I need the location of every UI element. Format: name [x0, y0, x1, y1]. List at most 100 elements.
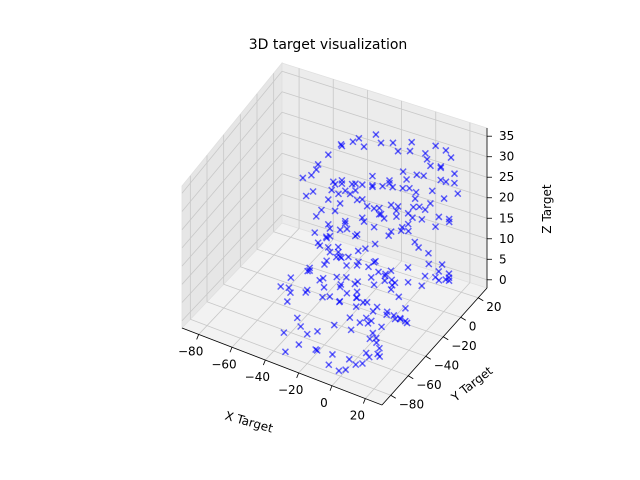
grid-line-z — [181, 194, 283, 303]
data-point-stroke — [391, 279, 399, 287]
data-point-stroke — [304, 267, 312, 275]
data-point — [403, 319, 411, 327]
data-point-stroke — [423, 155, 431, 163]
grid-line-z — [281, 132, 488, 199]
z-axis-label: Z Target — [540, 184, 554, 233]
data-point — [432, 142, 440, 150]
data-point-stroke — [319, 274, 327, 282]
data-point-stroke — [352, 303, 360, 311]
data-point-stroke — [431, 273, 439, 281]
grid-line-x — [365, 282, 471, 399]
data-point — [377, 210, 385, 218]
data-point — [320, 260, 328, 269]
data-point-stroke — [454, 190, 462, 198]
data-point-stroke — [432, 223, 440, 231]
grid-line-z — [181, 132, 283, 249]
data-point-stroke — [297, 322, 305, 331]
data-point-stroke — [387, 285, 395, 294]
x-tick-label: −20 — [278, 383, 303, 397]
data-point — [404, 263, 412, 271]
data-point — [370, 223, 378, 231]
x-tick-label: −60 — [211, 357, 236, 371]
data-point-stroke — [352, 361, 360, 369]
data-point — [348, 180, 356, 188]
y-tick-mark — [390, 394, 396, 399]
data-point-stroke — [450, 170, 459, 178]
data-point-stroke — [360, 143, 368, 151]
data-point-stroke — [295, 341, 303, 349]
grid-line-z — [281, 152, 488, 219]
data-point — [421, 149, 429, 157]
data-point-stroke — [375, 344, 383, 352]
data-point-stroke — [363, 202, 371, 210]
data-point — [347, 326, 355, 334]
data-point-stroke — [354, 247, 362, 255]
grid-line-z — [181, 111, 283, 230]
y-tick-label: 0 — [469, 319, 477, 333]
data-point — [330, 321, 338, 329]
data-point — [399, 168, 407, 176]
data-point-stroke — [320, 283, 328, 291]
data-point-stroke — [403, 319, 411, 327]
data-point-stroke — [415, 203, 423, 211]
data-point-stroke — [394, 202, 402, 210]
data-point — [354, 258, 362, 266]
data-point-stroke — [413, 171, 421, 179]
data-point — [385, 232, 393, 240]
data-point-stroke — [285, 284, 293, 292]
data-point-stroke — [313, 346, 321, 354]
data-point — [360, 143, 368, 151]
data-point — [302, 288, 310, 297]
data-point — [391, 279, 399, 287]
data-point — [326, 293, 334, 301]
data-point-stroke — [390, 311, 398, 319]
data-point — [423, 155, 431, 163]
data-point-stroke — [372, 131, 380, 139]
data-point-stroke — [377, 210, 385, 218]
data-point — [369, 329, 377, 337]
data-point — [371, 257, 380, 265]
grid-line-z — [181, 91, 283, 212]
data-point-stroke — [329, 178, 337, 186]
data-point — [341, 219, 349, 227]
data-point — [387, 228, 395, 236]
data-point-stroke — [334, 243, 342, 251]
data-point-stroke — [343, 289, 351, 297]
data-point — [334, 190, 343, 198]
data-point-stroke — [313, 327, 321, 335]
data-point-stroke — [445, 215, 453, 223]
data-point — [394, 202, 402, 210]
data-point-stroke — [326, 248, 334, 256]
data-point — [299, 174, 307, 182]
data-point-stroke — [437, 176, 445, 184]
data-point-stroke — [404, 227, 412, 235]
data-point — [437, 162, 445, 171]
grid-line-z — [181, 152, 283, 267]
data-point-stroke — [408, 138, 416, 146]
data-point-stroke — [370, 204, 378, 212]
data-point — [408, 138, 416, 146]
data-point-stroke — [341, 187, 349, 195]
data-point-stroke — [392, 207, 400, 215]
data-point-stroke — [356, 319, 364, 327]
data-point — [389, 139, 397, 147]
data-point — [295, 341, 303, 349]
grid-line-x — [265, 249, 368, 361]
data-point — [401, 304, 409, 312]
z-tick-label: 15 — [499, 211, 514, 225]
data-point-stroke — [377, 139, 385, 147]
data-point-stroke — [380, 214, 388, 222]
data-point — [415, 203, 423, 211]
data-point-stroke — [374, 350, 382, 358]
data-point — [415, 244, 423, 252]
data-point — [445, 270, 453, 278]
data-point — [351, 232, 359, 240]
data-point — [334, 243, 342, 251]
data-point — [418, 282, 426, 290]
data-point — [277, 282, 285, 291]
data-point — [358, 181, 366, 189]
data-point — [405, 184, 413, 192]
data-point — [408, 214, 417, 222]
chart-title: 3D target visualization — [249, 37, 408, 53]
y-tick-label: −80 — [399, 397, 424, 411]
